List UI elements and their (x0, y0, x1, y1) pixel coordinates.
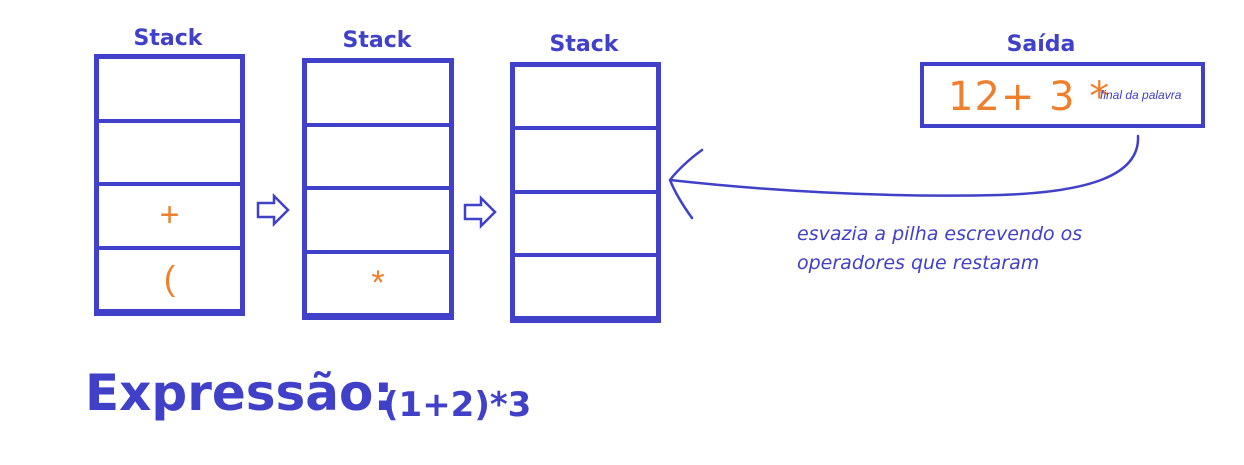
curved-arrow-icon (670, 136, 1138, 218)
right-arrow-icon (465, 198, 495, 226)
right-arrow-icon (258, 196, 288, 224)
